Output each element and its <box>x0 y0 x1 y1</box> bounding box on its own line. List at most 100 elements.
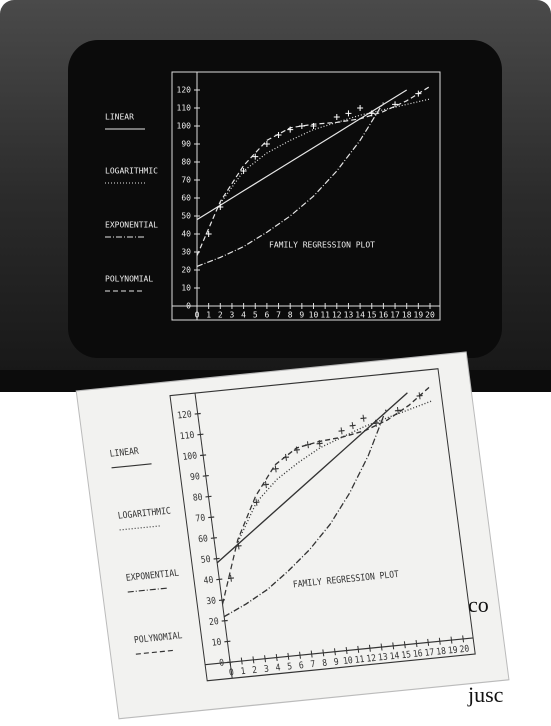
x-tick-label: 3 <box>230 311 235 320</box>
x-tick-label: 9 <box>333 657 339 668</box>
x-tick-label: 15 <box>367 311 377 320</box>
x-tick-label: 7 <box>276 311 281 320</box>
data-point <box>253 498 260 506</box>
data-point <box>394 407 401 415</box>
x-tick-label: 19 <box>447 645 458 657</box>
x-tick-label: 10 <box>343 656 354 668</box>
x-tick-label: 12 <box>366 653 377 665</box>
x-tick-label: 14 <box>389 651 400 663</box>
data-point <box>415 90 422 97</box>
plot-frame <box>169 368 476 682</box>
x-tick-label: 0 <box>195 311 200 320</box>
y-tick-label: 0 <box>186 302 191 311</box>
x-tick-label: 4 <box>275 663 281 674</box>
y-tick-label: 20 <box>181 266 191 275</box>
y-tick <box>205 495 212 498</box>
x-tick <box>322 649 325 657</box>
x-tick <box>334 648 336 656</box>
x-tick <box>392 642 395 650</box>
legend-label: POLYNOMIAL <box>105 275 153 284</box>
x-tick-label: 8 <box>322 658 328 669</box>
paper-sheet <box>75 351 510 720</box>
legend-swatch <box>135 649 176 655</box>
data-point <box>217 204 224 210</box>
x-tick-label: 7 <box>310 659 316 670</box>
crt-screen <box>68 40 502 358</box>
y-tick <box>213 557 220 560</box>
data-point <box>293 446 300 454</box>
data-point <box>368 110 375 117</box>
x-tick <box>380 643 383 651</box>
x-tick-label: 13 <box>377 652 388 664</box>
x-tick <box>450 636 453 644</box>
x-tick <box>345 647 348 655</box>
x-tick-label: 5 <box>287 662 293 673</box>
y-tick-label: 110 <box>177 104 192 113</box>
data-point <box>298 123 305 129</box>
chart-title: FAMILY REGRESSION PLOT <box>269 241 375 250</box>
data-point <box>304 441 312 449</box>
data-point <box>310 123 317 129</box>
data-point <box>275 132 282 138</box>
x-tick <box>415 640 418 648</box>
y-tick-label: 20 <box>208 617 219 629</box>
legend-label: EXPONENTIAL <box>125 568 179 584</box>
y-tick-label: 0 <box>219 658 225 669</box>
x-tick-label: 20 <box>425 311 435 320</box>
x-tick <box>264 655 266 663</box>
data-point <box>262 481 270 489</box>
x-tick-label: 8 <box>288 311 293 320</box>
y-tick <box>210 537 217 539</box>
legend-swatch <box>111 463 152 469</box>
y-tick-label: 30 <box>206 596 217 608</box>
y-tick <box>200 454 207 457</box>
y-tick <box>224 640 231 643</box>
y-tick-label: 90 <box>190 472 201 484</box>
legend-label: LINEAR <box>109 446 140 460</box>
x-tick-label: 17 <box>424 647 435 659</box>
data-point <box>252 153 259 160</box>
x-tick-label: 15 <box>401 650 412 662</box>
y-tick-label: 70 <box>195 513 206 525</box>
y-tick <box>202 475 209 477</box>
data-point <box>333 114 340 120</box>
data-point <box>282 453 290 461</box>
y-tick-label: 50 <box>181 212 191 221</box>
legend-label: LOGARITHMIC <box>105 167 158 176</box>
y-tick-label: 110 <box>179 430 195 442</box>
x-tick-label: 1 <box>240 666 246 677</box>
fit-line <box>237 400 433 543</box>
x-tick-label: 13 <box>344 311 354 320</box>
data-point <box>235 542 242 550</box>
data-point <box>205 231 212 237</box>
data-point <box>227 574 235 582</box>
y-tick-label: 60 <box>181 194 191 203</box>
x-tick <box>229 658 232 666</box>
legend-label: POLYNOMIAL <box>133 631 183 646</box>
data-point <box>287 126 294 133</box>
x-tick-label: 16 <box>379 311 389 320</box>
y-tick-label: 120 <box>177 410 193 422</box>
legend-swatch <box>127 587 168 593</box>
y-tick <box>194 412 201 415</box>
x-tick-label: 16 <box>412 649 423 661</box>
data-point <box>272 465 279 473</box>
x-tick-label: 5 <box>253 311 258 320</box>
x-tick-label: 20 <box>459 644 470 656</box>
data-point <box>316 440 323 448</box>
y-tick-label: 10 <box>211 637 222 649</box>
x-tick-label: 2 <box>252 665 258 676</box>
fit-line <box>223 409 387 618</box>
x-tick-label: 12 <box>332 311 342 320</box>
x-tick-label: 18 <box>402 311 412 320</box>
x-tick <box>240 657 243 665</box>
fit-line <box>196 102 384 267</box>
legend-label: LOGARITHMIC <box>117 506 171 522</box>
margin-text: jusc <box>467 682 504 707</box>
x-tick-label: 3 <box>263 664 269 675</box>
x-tick-label: 1 <box>206 311 211 320</box>
y-tick-label: 80 <box>181 158 191 167</box>
y-tick-label: 30 <box>181 248 191 257</box>
